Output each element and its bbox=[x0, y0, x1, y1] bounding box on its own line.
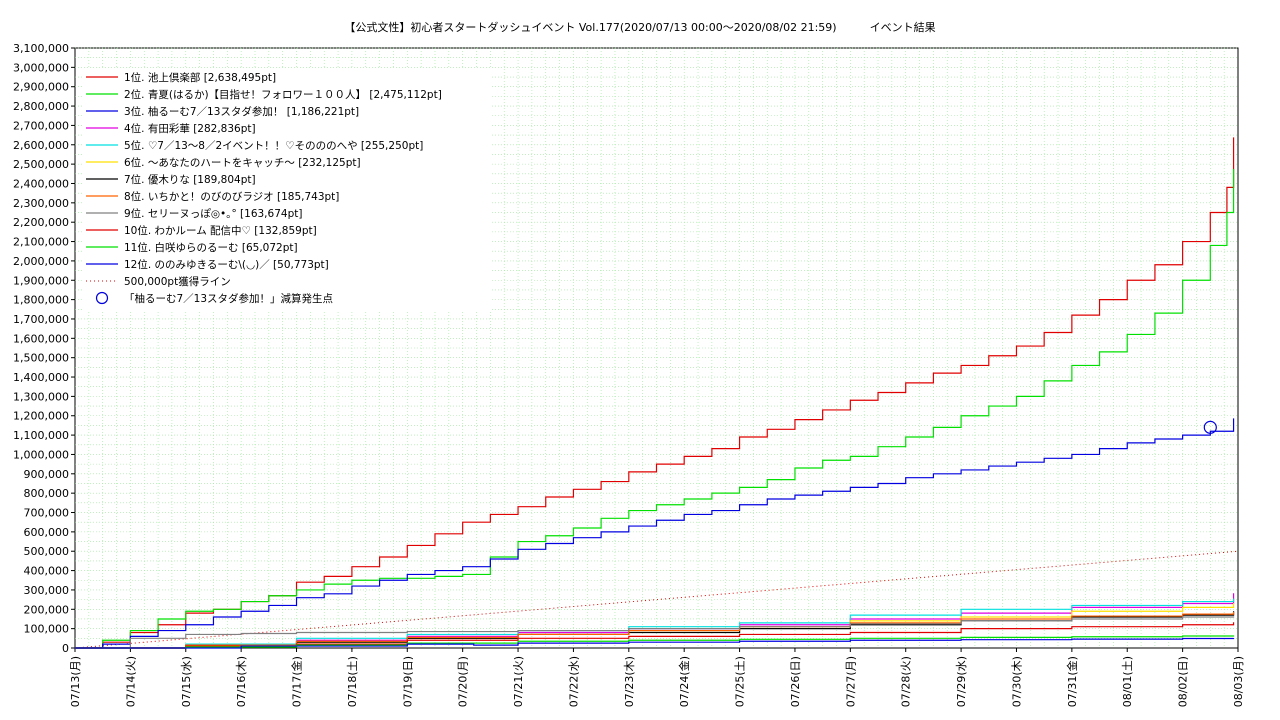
x-tick-label: 08/02(日) bbox=[1177, 656, 1190, 707]
y-tick-label: 1,400,000 bbox=[13, 371, 69, 384]
y-tick-label: 1,100,000 bbox=[13, 429, 69, 442]
legend-label: 12位. ののみゆきるーむ\(◡)／ [50,773pt] bbox=[124, 258, 329, 271]
series-line-9 bbox=[75, 616, 1235, 649]
y-tick-label: 1,200,000 bbox=[13, 410, 69, 423]
legend-label: 9位. セリーヌっぽ◎•｡° [163,674pt] bbox=[124, 207, 302, 220]
y-tick-label: 200,000 bbox=[24, 603, 70, 616]
deduction-marker bbox=[1203, 420, 1217, 434]
y-tick-label: 2,300,000 bbox=[13, 197, 69, 210]
x-tick-label: 07/29(水) bbox=[955, 656, 968, 707]
y-tick-label: 2,700,000 bbox=[13, 119, 69, 132]
y-tick-label: 1,700,000 bbox=[13, 313, 69, 326]
y-tick-label: 2,000,000 bbox=[13, 255, 69, 268]
chart-title: 【公式文性】初心者スタートダッシュイベント Vol.177(2020/07/13… bbox=[344, 21, 936, 34]
y-tick-label: 2,500,000 bbox=[13, 158, 69, 171]
legend-label: 500,000pt獲得ライン bbox=[124, 275, 231, 288]
x-tick-label: 07/17(金) bbox=[290, 656, 304, 707]
legend-label: 4位. 有田彩華 [282,836pt] bbox=[124, 122, 256, 135]
legend-label: 7位. 優木りな [189,804pt] bbox=[124, 173, 256, 186]
y-tick-label: 700,000 bbox=[24, 507, 70, 520]
series-line-2 bbox=[75, 168, 1235, 649]
x-tick-label: 07/23(木) bbox=[623, 656, 636, 707]
y-tick-label: 600,000 bbox=[24, 526, 70, 539]
legend-label: 2位. 青夏(はるか)【目指せ！フォロワー１００人】 [2,475,112pt] bbox=[124, 88, 442, 101]
y-tick-label: 400,000 bbox=[24, 565, 70, 578]
x-tick-label: 08/01(土) bbox=[1121, 656, 1134, 707]
legend-label: 3位. 柚るーむ7／13スタダ参加！ [1,186,221pt] bbox=[124, 105, 359, 118]
x-tick-label: 07/24(金) bbox=[677, 656, 691, 707]
legend-label: 「柚るーむ7／13スタダ参加！」減算発生点 bbox=[124, 292, 333, 305]
y-tick-label: 1,500,000 bbox=[13, 352, 69, 365]
legend-label: 11位. 白咲ゆらのるーむ [65,072pt] bbox=[124, 241, 298, 254]
y-tick-label: 3,100,000 bbox=[13, 42, 69, 55]
x-tick-label: 07/16(木) bbox=[235, 656, 248, 707]
x-tick-label: 07/28(火) bbox=[900, 656, 913, 707]
y-tick-label: 1,300,000 bbox=[13, 390, 69, 403]
x-tick-label: 07/19(日) bbox=[401, 656, 414, 707]
series-line-3 bbox=[75, 418, 1235, 649]
legend-label: 5位. ♡7／13〜8／2イベント！！♡そのののへや [255,250pt] bbox=[124, 139, 423, 152]
x-tick-label: 07/18(土) bbox=[346, 656, 359, 707]
legend-box bbox=[82, 68, 492, 310]
y-tick-label: 800,000 bbox=[24, 487, 70, 500]
y-tick-label: 3,000,000 bbox=[13, 61, 69, 74]
x-tick-label: 08/03(月) bbox=[1232, 656, 1245, 707]
y-tick-label: 2,200,000 bbox=[13, 216, 69, 229]
legend-label: 6位. 〜あなたのハートをキャッチ〜 [232,125pt] bbox=[124, 156, 361, 169]
y-tick-label: 2,400,000 bbox=[13, 177, 69, 190]
y-tick-label: 300,000 bbox=[24, 584, 70, 597]
x-tick-label: 07/20(月) bbox=[457, 656, 470, 707]
y-tick-label: 1,800,000 bbox=[13, 294, 69, 307]
y-tick-label: 2,600,000 bbox=[13, 139, 69, 152]
x-tick-label: 07/26(日) bbox=[789, 656, 802, 707]
x-tick-label: 07/25(土) bbox=[734, 656, 747, 707]
x-tick-label: 07/14(火) bbox=[124, 656, 137, 707]
x-tick-label: 07/21(火) bbox=[512, 656, 525, 707]
reference-line-500000 bbox=[74, 550, 1239, 649]
legend-label: 1位. 池上倶楽部 [2,638,495pt] bbox=[124, 71, 276, 84]
y-tick-label: 100,000 bbox=[24, 623, 70, 636]
y-tick-label: 2,800,000 bbox=[13, 100, 69, 113]
legend-label: 8位. いちかと！のびのびラジオ [185,743pt] bbox=[124, 190, 339, 203]
x-tick-label: 07/22(水) bbox=[567, 656, 580, 707]
legend-label: 10位. わかルーム 配信中♡ [132,859pt] bbox=[124, 224, 317, 237]
y-tick-label: 1,900,000 bbox=[13, 274, 69, 287]
x-tick-label: 07/31(金) bbox=[1065, 656, 1079, 707]
y-tick-label: 0 bbox=[62, 642, 69, 655]
x-tick-label: 07/13(月) bbox=[69, 656, 82, 707]
y-tick-label: 900,000 bbox=[24, 468, 70, 481]
x-tick-label: 07/30(木) bbox=[1010, 656, 1023, 707]
series-line-12 bbox=[75, 637, 1235, 649]
y-tick-label: 500,000 bbox=[24, 545, 70, 558]
y-tick-label: 2,100,000 bbox=[13, 236, 69, 249]
x-tick-label: 07/27(月) bbox=[844, 656, 857, 707]
series-line-8 bbox=[75, 612, 1235, 649]
y-tick-label: 2,900,000 bbox=[13, 81, 69, 94]
y-tick-label: 1,600,000 bbox=[13, 332, 69, 345]
y-tick-label: 1,000,000 bbox=[13, 448, 69, 461]
legend-marker-swatch bbox=[95, 291, 109, 305]
x-tick-label: 07/15(水) bbox=[180, 656, 193, 707]
